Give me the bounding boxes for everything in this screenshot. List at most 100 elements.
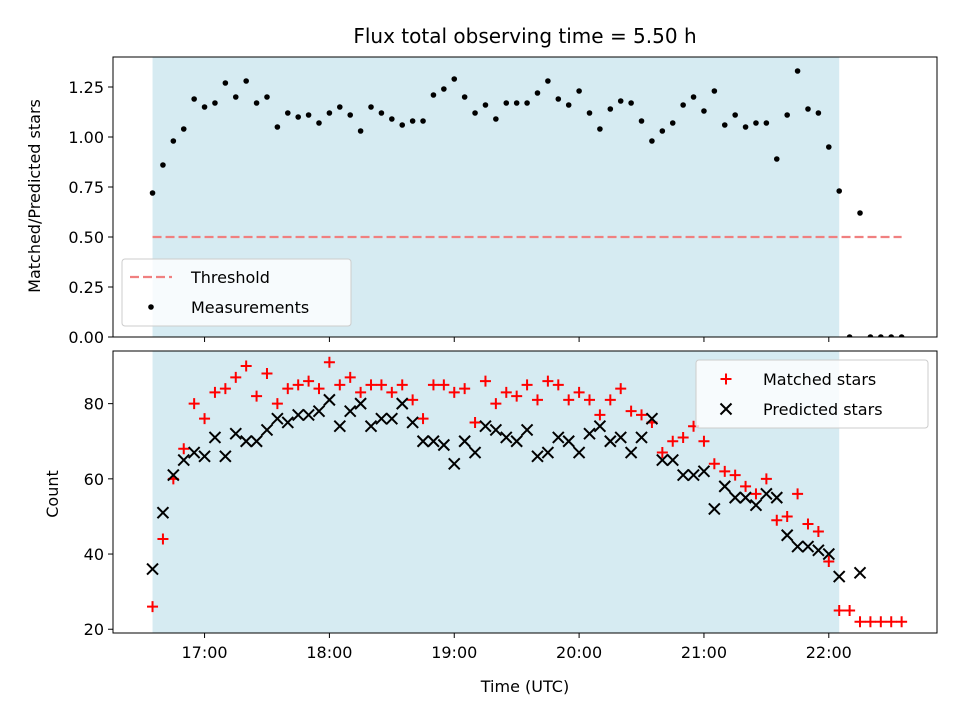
matched-star-point bbox=[407, 394, 419, 406]
bottom-y-tick-label: 60 bbox=[84, 470, 104, 489]
predicted-star-point bbox=[344, 404, 357, 418]
measurement-point bbox=[805, 106, 811, 112]
measurement-point bbox=[659, 128, 666, 134]
bottom-legend: Matched stars Predicted stars bbox=[695, 359, 929, 429]
predicted-star-point bbox=[624, 446, 638, 459]
matched-star-point bbox=[812, 525, 824, 537]
measurement-point bbox=[378, 110, 385, 116]
predicted-star-point bbox=[770, 491, 783, 504]
matched-star-point bbox=[188, 398, 200, 410]
measurement-point bbox=[347, 112, 354, 118]
predicted-star-point bbox=[666, 453, 679, 467]
matched-star-point bbox=[750, 488, 762, 500]
matched-star-point bbox=[396, 379, 408, 391]
predicted-star-point bbox=[500, 431, 513, 444]
predicted-star-point bbox=[656, 453, 669, 467]
top-y-axis-title: Matched/Predicted stars bbox=[25, 99, 44, 293]
measurement-point bbox=[461, 94, 468, 100]
matched-star-point bbox=[261, 368, 273, 380]
matched-star-point bbox=[604, 394, 616, 406]
predicted-star-point bbox=[333, 419, 347, 433]
legend-measurements-label: Measurements bbox=[191, 298, 309, 317]
matched-star-point bbox=[157, 533, 169, 545]
measurement-point bbox=[243, 78, 249, 84]
measurement-point bbox=[160, 162, 166, 168]
top-plot: 0.00 0.25 0.50 0.75 1.00 1.25 Threshold Measure… bbox=[68, 56, 938, 347]
predicted-star-point bbox=[801, 540, 815, 553]
measurement-point bbox=[389, 116, 395, 122]
matched-star-point bbox=[199, 413, 211, 425]
matched-star-point bbox=[615, 383, 627, 395]
measurement-point bbox=[264, 94, 270, 100]
measurement-point bbox=[222, 80, 229, 86]
matched-star-point bbox=[677, 431, 689, 443]
predicted-star-point bbox=[406, 416, 419, 429]
measurement-point bbox=[409, 118, 416, 124]
measurement-point bbox=[399, 122, 406, 128]
matched-star-point bbox=[344, 371, 356, 383]
measurement-point bbox=[898, 334, 905, 337]
measurement-point bbox=[836, 188, 843, 194]
predicted-star-point bbox=[187, 446, 201, 459]
measurement-point bbox=[295, 114, 301, 120]
measurement-point bbox=[878, 334, 884, 337]
matched-star-point bbox=[844, 604, 856, 616]
matched-star-point bbox=[760, 473, 772, 485]
top-y-tick-label: 0.50 bbox=[68, 228, 104, 247]
measurement-point bbox=[253, 100, 260, 106]
predicted-star-point bbox=[385, 412, 399, 425]
measurement-point bbox=[576, 88, 582, 94]
measurement-point bbox=[784, 112, 790, 118]
measurement-point bbox=[763, 120, 770, 126]
predicted-star-point bbox=[645, 412, 659, 425]
matched-star-point bbox=[729, 469, 741, 481]
predicted-star-point bbox=[676, 468, 690, 482]
bottom-y-axis-title: Count bbox=[43, 470, 62, 518]
measurement-point bbox=[794, 68, 801, 74]
measurement-point bbox=[638, 118, 645, 124]
matched-star-point bbox=[542, 375, 554, 387]
predicted-star-point bbox=[593, 419, 607, 433]
matched-star-point bbox=[521, 379, 533, 391]
matched-star-point bbox=[771, 514, 783, 526]
matched-star-point bbox=[417, 413, 429, 425]
matched-star-point bbox=[594, 409, 606, 421]
measurement-point bbox=[888, 334, 895, 337]
matched-star-point bbox=[386, 386, 398, 398]
measurement-point bbox=[451, 76, 458, 82]
measurement-point bbox=[701, 108, 707, 114]
predicted-star-point bbox=[552, 431, 565, 444]
predicted-star-point bbox=[208, 431, 222, 444]
predicted-star-point bbox=[791, 540, 804, 553]
predicted-star-point bbox=[427, 435, 440, 448]
legend-threshold-label: Threshold bbox=[190, 268, 270, 287]
matched-star-point bbox=[625, 405, 637, 417]
bottom-x-tick-label: 22:00 bbox=[806, 643, 852, 662]
measurement-point bbox=[326, 110, 333, 116]
measurement-point bbox=[524, 100, 530, 106]
bottom-x-tick-label: 18:00 bbox=[306, 643, 352, 662]
predicted-star-point bbox=[479, 419, 492, 433]
matched-star-point bbox=[896, 616, 908, 628]
top-y-tick-label: 0.75 bbox=[68, 178, 104, 197]
top-legend: Threshold Measurements bbox=[121, 258, 352, 327]
measurement-point bbox=[503, 100, 510, 106]
top-y-tick-label: 1.25 bbox=[68, 78, 104, 97]
matched-star-point bbox=[240, 360, 252, 372]
matched-star-point bbox=[219, 383, 231, 395]
matched-star-point bbox=[365, 379, 377, 391]
predicted-star-point bbox=[458, 435, 471, 448]
predicted-star-point bbox=[146, 562, 159, 576]
matched-star-point bbox=[719, 465, 731, 477]
measurement-point bbox=[586, 110, 593, 116]
predicted-star-point bbox=[312, 404, 326, 418]
predicted-star-point bbox=[437, 438, 451, 452]
measurement-point bbox=[680, 102, 686, 108]
predicted-star-point bbox=[219, 450, 232, 463]
matched-star-point bbox=[740, 480, 752, 492]
measurement-point bbox=[430, 92, 437, 98]
matched-star-point bbox=[178, 443, 190, 455]
matched-star-point bbox=[802, 518, 814, 530]
predicted-star-point bbox=[281, 416, 294, 429]
matched-star-point bbox=[500, 386, 512, 398]
